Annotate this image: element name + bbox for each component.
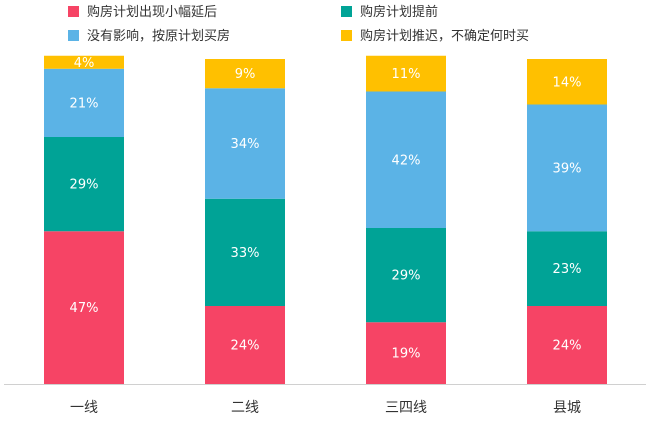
bar-stack: 19% 29% 42% 11% — [366, 55, 446, 384]
legend-swatch — [68, 30, 79, 41]
data-label: 19% — [392, 347, 421, 362]
data-label: 34% — [231, 137, 260, 152]
x-tick-label: 二线 — [231, 400, 259, 416]
bar-stack: 24% 33% 34% 9% — [205, 59, 285, 384]
bar-segment — [366, 55, 446, 92]
legend-label: 购房计划出现小幅延后 — [87, 4, 217, 20]
bar-segment — [205, 88, 285, 199]
data-label: 24% — [553, 339, 582, 354]
data-label: 24% — [231, 339, 260, 354]
legend-label: 购房计划提前 — [360, 4, 438, 20]
x-axis: 一线 二线 三四线 县城 — [4, 384, 646, 416]
legend-swatch — [341, 6, 352, 17]
plot-area: 47% 29% 21% 4% 24% 33% 34% 9% 19% 29% 42% 11% 24% 23%… — [44, 55, 607, 384]
data-label: 29% — [70, 178, 99, 193]
bar-segment — [527, 306, 607, 384]
bar-segment — [44, 68, 124, 137]
data-label: 11% — [392, 67, 421, 82]
bar-stack: 47% 29% 21% 4% — [44, 55, 124, 384]
data-label: 42% — [392, 153, 421, 168]
bar-segment — [527, 59, 607, 105]
legend-label: 购房计划推迟，不确定何时买 — [360, 28, 529, 44]
legend-swatch — [68, 6, 79, 17]
bar-segment — [205, 59, 285, 89]
bar-segment — [527, 104, 607, 232]
legend-label: 没有影响，按原计划买房 — [87, 28, 230, 44]
bar-segment — [366, 91, 446, 228]
data-label: 21% — [70, 96, 99, 111]
data-label: 39% — [553, 161, 582, 176]
legend-item: 购房计划出现小幅延后 — [68, 4, 217, 20]
legend-swatch — [341, 30, 352, 41]
bar-segment — [366, 228, 446, 323]
bar-segment — [44, 55, 124, 69]
bar-segment — [527, 231, 607, 306]
bar-segment — [205, 198, 285, 306]
bar-segment — [44, 231, 124, 384]
data-label: 23% — [553, 262, 582, 277]
legend-item: 购房计划推迟，不确定何时买 — [341, 28, 529, 44]
bar-segment — [205, 306, 285, 384]
bar-segment — [44, 137, 124, 232]
data-label: 33% — [231, 246, 260, 261]
x-tick-label: 三四线 — [385, 400, 427, 416]
x-tick-label: 一线 — [70, 400, 98, 416]
data-label: 29% — [392, 269, 421, 284]
data-label: 4% — [74, 56, 95, 71]
data-label: 14% — [553, 75, 582, 90]
data-label: 9% — [235, 67, 256, 82]
bar-segment — [366, 322, 446, 384]
legend-item: 购房计划提前 — [341, 4, 438, 20]
legend-item: 没有影响，按原计划买房 — [68, 28, 230, 44]
data-label: 47% — [70, 301, 99, 316]
x-tick-label: 县城 — [553, 400, 581, 416]
bar-stack: 24% 23% 39% 14% — [527, 59, 607, 384]
